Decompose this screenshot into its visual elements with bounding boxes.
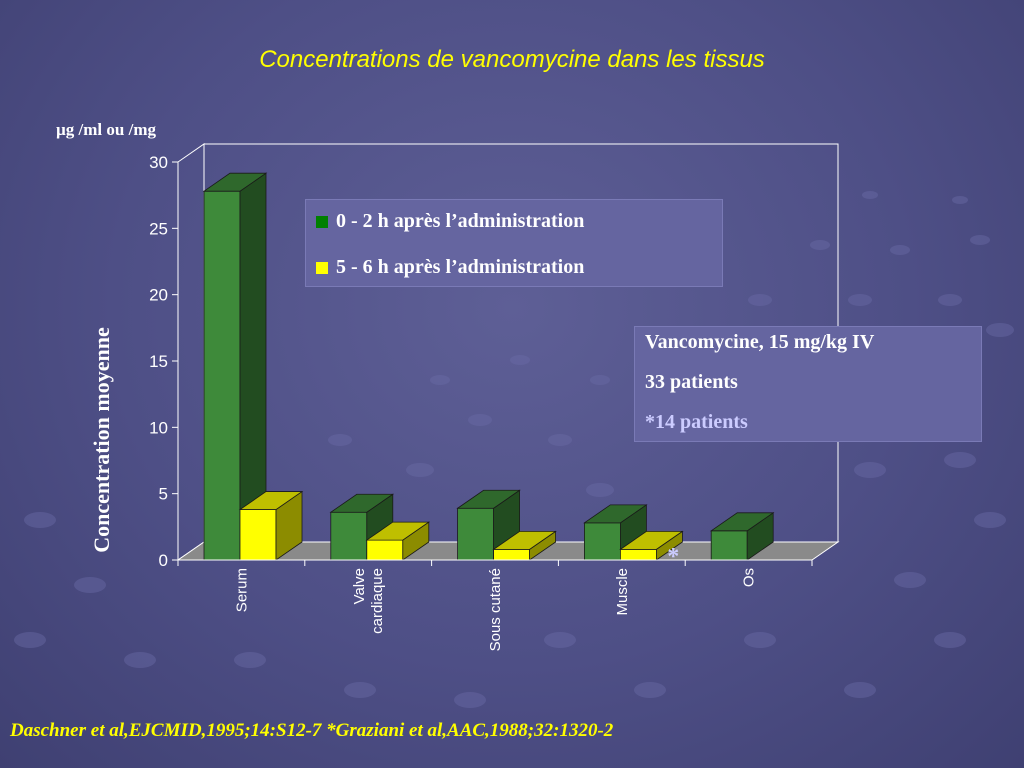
x-tick-label: Sous cutané <box>487 568 504 651</box>
y-tick-label: 5 <box>159 485 168 504</box>
x-tick-label: Os <box>741 568 758 587</box>
chart-title: Concentrations de vancomycine dans les t… <box>259 46 765 73</box>
bar-late-0-top <box>238 491 304 510</box>
bar-late-3 <box>619 530 684 561</box>
chart-side-wall <box>177 143 205 561</box>
x-tick-label-line: Muscle <box>614 568 631 616</box>
bar-early-2-front <box>457 507 495 561</box>
bar-early-1-front <box>330 511 368 561</box>
bar-early-4-front <box>710 530 748 561</box>
y-tick-label: 10 <box>149 418 168 437</box>
citation-footer: Daschner et al,EJCMID,1995;14:S12-7 *Gra… <box>10 720 614 741</box>
legend-label-early: 0 - 2 h après l’administration <box>336 210 585 232</box>
x-tick-label-line: Valve <box>351 568 368 604</box>
x-tick-label: Valvecardiaque <box>351 568 386 634</box>
bar-late-1-front <box>366 539 404 561</box>
study-info-box: Vancomycine, 15 mg/kg IV 33 patients *14… <box>634 326 982 442</box>
bar-late-1 <box>365 521 431 561</box>
legend-label-late: 5 - 6 h après l’administration <box>336 256 585 278</box>
unit-label: µg /ml ou /mg <box>56 120 156 139</box>
bar-late-3-top <box>619 530 684 550</box>
y-tick-label: 15 <box>149 352 168 371</box>
info-footnote-patients: *14 patients <box>645 411 748 433</box>
chart-legend: 0 - 2 h après l’administration 5 - 6 h a… <box>305 199 723 287</box>
info-dosage: Vancomycine, 15 mg/kg IV <box>645 331 875 353</box>
bar-early-3-front <box>584 522 621 561</box>
legend-item-early: 0 - 2 h après l’administration <box>316 210 584 233</box>
y-tick-label: 30 <box>149 153 168 172</box>
bar-early-1-top <box>329 493 395 513</box>
bar-early-3-top <box>583 504 648 524</box>
info-patients: 33 patients <box>645 371 738 393</box>
legend-item-late: 5 - 6 h après l’administration <box>316 256 584 279</box>
bar-late-2 <box>492 530 557 561</box>
y-tick-label: 0 <box>159 551 168 570</box>
bar-early-0-front <box>203 190 241 561</box>
x-tick-label-line: cardiaque <box>369 568 386 634</box>
x-tick-label-line: Serum <box>233 568 250 612</box>
x-tick-label-line: Sous cutané <box>487 568 504 651</box>
bar-late-0-front <box>239 509 277 561</box>
bar-late-3-front <box>620 548 657 561</box>
x-tick-label-line: Os <box>741 568 758 587</box>
legend-swatch-late <box>316 261 328 274</box>
y-tick-label: 20 <box>149 286 168 305</box>
x-tick-label: Muscle <box>614 568 631 616</box>
bar-early-4-top <box>709 512 775 532</box>
bar-late-2-front <box>493 548 531 561</box>
bar-late-1-top <box>365 521 431 541</box>
bar-late-0 <box>238 490 304 561</box>
bar-early-2-top <box>456 489 521 509</box>
x-tick-label: Serum <box>233 568 250 612</box>
bar-late-2-top <box>492 530 557 550</box>
legend-swatch-early <box>316 215 328 228</box>
bar-early-4 <box>709 512 775 561</box>
annotation-asterisk: * <box>667 544 679 570</box>
bar-early-0-top <box>202 172 268 192</box>
y-tick-label: 25 <box>149 219 168 238</box>
